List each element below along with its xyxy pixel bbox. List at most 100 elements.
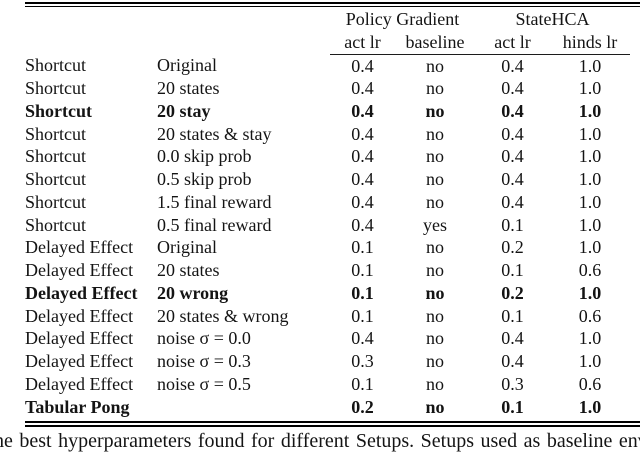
table-top-rule-thick — [25, 2, 640, 5]
cell-setup: 20 stay — [157, 100, 211, 121]
cell-hca-act-lr: 0.2 — [501, 237, 524, 258]
cell-env: Delayed Effect — [25, 260, 134, 281]
cell-pg-baseline: no — [426, 146, 444, 167]
table-row: Tabular Pong 0.2 no 0.1 1.0 — [25, 396, 630, 419]
cell-hca-act-lr: 0.4 — [501, 100, 524, 121]
cell-hca-act-lr: 0.4 — [501, 55, 524, 76]
cell-env: Shortcut — [25, 55, 86, 76]
cell-env: Delayed Effect — [25, 282, 138, 303]
cell-hca-act-lr: 0.1 — [501, 305, 524, 326]
cell-pg-baseline: no — [426, 237, 444, 258]
cell-pg-act-lr: 0.4 — [351, 123, 374, 144]
cell-setup: Original — [157, 237, 217, 258]
cell-hca-act-lr: 0.4 — [501, 78, 524, 99]
cell-env: Delayed Effect — [25, 373, 134, 394]
cell-setup: 0.5 skip prob — [157, 169, 252, 190]
header-col-hca-hinds-lr: hinds lr — [550, 30, 631, 55]
cell-pg-baseline: no — [426, 169, 444, 190]
table-row: Shortcut 0.5 final reward 0.4 yes 0.1 1.0 — [25, 214, 630, 237]
cell-env: Delayed Effect — [25, 351, 134, 372]
cell-pg-baseline: no — [425, 100, 445, 121]
cell-env: Delayed Effect — [25, 328, 134, 349]
header-col-pg-baseline: baseline — [395, 30, 476, 55]
cell-setup — [157, 396, 330, 419]
table-row: Delayed Effect noise σ = 0.3 0.3 no 0.4 1.0 — [25, 350, 630, 373]
cell-hca-act-lr: 0.1 — [501, 396, 524, 417]
cell-pg-baseline: no — [426, 351, 444, 372]
cell-setup: 0.0 skip prob — [157, 146, 252, 167]
header-setup-spacer — [157, 8, 330, 30]
cell-pg-baseline: no — [426, 78, 444, 99]
cell-hca-hinds-lr: 1.0 — [578, 328, 602, 349]
cell-hca-hinds-lr: 1.0 — [578, 214, 602, 235]
cell-setup: 20 states — [157, 78, 220, 99]
cell-hca-hinds-lr: 0.6 — [578, 373, 602, 394]
table-row: Shortcut 20 stay 0.4 no 0.4 1.0 — [25, 100, 630, 123]
cell-hca-hinds-lr: 0.6 — [578, 260, 602, 281]
cell-hca-hinds-lr: 1.0 — [578, 237, 602, 258]
cell-pg-baseline: no — [425, 282, 445, 303]
cell-hca-hinds-lr: 1.0 — [578, 191, 602, 212]
cell-setup: 1.5 final reward — [157, 191, 272, 212]
cell-pg-act-lr: 0.4 — [351, 328, 374, 349]
cell-env: Shortcut — [25, 214, 86, 235]
table-row: Shortcut 1.5 final reward 0.4 no 0.4 1.0 — [25, 191, 630, 214]
header-group-statehca: StateHCA — [515, 8, 590, 29]
cell-hca-act-lr: 0.4 — [501, 191, 524, 212]
header-setup-spacer2 — [157, 30, 330, 55]
cell-env: Delayed Effect — [25, 305, 134, 326]
cell-setup: 20 wrong — [157, 282, 229, 303]
cell-pg-baseline: no — [426, 260, 444, 281]
header-group-policy-gradient: Policy Gradient — [345, 8, 460, 29]
cell-hca-act-lr: 0.1 — [501, 260, 524, 281]
cell-env: Delayed Effect — [25, 237, 134, 258]
table-caption-fragment: he best hyperparameters found for differ… — [0, 430, 640, 452]
table-row: Delayed Effect noise σ = 0.5 0.1 no 0.3 0.6 — [25, 373, 630, 396]
cell-pg-act-lr: 0.4 — [351, 78, 374, 99]
header-env-spacer — [25, 8, 157, 30]
table-row: Delayed Effect 20 states & wrong 0.1 no 0.1 0… — [25, 305, 630, 328]
cell-pg-baseline: no — [425, 396, 445, 417]
cell-pg-act-lr: 0.3 — [351, 351, 374, 372]
cell-setup: Original — [157, 55, 217, 76]
header-col-pg-act-lr: act lr — [330, 30, 395, 55]
cell-pg-baseline: no — [426, 191, 444, 212]
cell-hca-act-lr: 0.4 — [501, 328, 524, 349]
cell-setup: noise σ = 0.5 — [157, 373, 251, 394]
cell-pg-baseline: no — [426, 373, 444, 394]
header-col-hca-act-lr: act lr — [475, 30, 551, 55]
cell-env: Shortcut — [25, 191, 86, 212]
cell-hca-hinds-lr: 1.0 — [578, 100, 602, 121]
cell-hca-hinds-lr: 1.0 — [578, 396, 602, 417]
cell-pg-act-lr: 0.1 — [351, 237, 374, 258]
table-row: Shortcut 0.0 skip prob 0.4 no 0.4 1.0 — [25, 146, 630, 169]
cell-pg-act-lr: 0.4 — [351, 100, 374, 121]
cell-env: Shortcut — [25, 169, 86, 190]
cell-hca-act-lr: 0.4 — [501, 146, 524, 167]
cell-env: Shortcut — [25, 78, 86, 99]
table-row: Delayed Effect Original 0.1 no 0.2 1.0 — [25, 237, 630, 260]
cell-env: Shortcut — [25, 100, 92, 121]
header-env-spacer2 — [25, 30, 157, 55]
cell-pg-act-lr: 0.2 — [351, 396, 374, 417]
table-top-rule-thin — [25, 5, 640, 7]
cell-pg-baseline: yes — [423, 214, 447, 235]
table-row: Shortcut Original 0.4 no 0.4 1.0 — [25, 55, 630, 78]
cell-pg-act-lr: 0.4 — [351, 55, 374, 76]
cell-pg-baseline: no — [426, 55, 444, 76]
cell-hca-hinds-lr: 1.0 — [578, 351, 602, 372]
cell-pg-act-lr: 0.1 — [351, 282, 374, 303]
hyperparameters-table: Policy Gradient StateHCA act lr baseline… — [25, 8, 631, 419]
cell-hca-act-lr: 0.4 — [501, 351, 524, 372]
cell-hca-hinds-lr: 1.0 — [578, 146, 602, 167]
table-body: Shortcut Original 0.4 no 0.4 1.0 Shortcut 20 st… — [25, 55, 630, 419]
cell-env: Shortcut — [25, 146, 86, 167]
cell-hca-hinds-lr: 1.0 — [578, 169, 602, 190]
table-bottom-rule-upper — [25, 420, 640, 423]
table-bottom-rule-lower — [25, 424, 640, 427]
table-row: Delayed Effect 20 states 0.1 no 0.1 0.6 — [25, 259, 630, 282]
cell-pg-act-lr: 0.4 — [351, 146, 374, 167]
table-row: Shortcut 0.5 skip prob 0.4 no 0.4 1.0 — [25, 168, 630, 191]
header-group-row: Policy Gradient StateHCA — [25, 8, 630, 30]
